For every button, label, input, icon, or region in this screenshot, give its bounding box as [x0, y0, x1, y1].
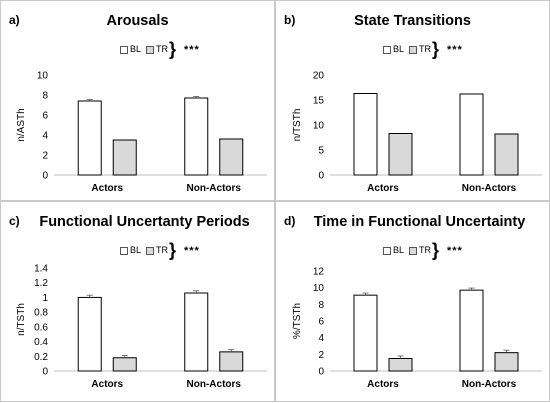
y-tick-label: 10: [37, 71, 49, 82]
chart-panel-time-in-functional-uncertainty: d) Time in Functional Uncertainty BL TR …: [275, 201, 550, 402]
y-tick-label: 2: [318, 350, 324, 361]
y-tick-label: 6: [42, 111, 48, 122]
y-axis-label: n/ASTh: [16, 108, 27, 141]
x-tick-label: Actors: [367, 379, 399, 390]
bar-tr-non-actors: [219, 138, 244, 176]
legend-label-tr: TR: [156, 245, 168, 255]
bar-tr-actors: [388, 133, 413, 176]
x-tick-label: Actors: [91, 183, 123, 194]
bar-plot: 0 2 4 6 8 10 12 %/TSTh Actors Non-Actors: [292, 267, 542, 390]
legend-label-tr: TR: [156, 44, 168, 54]
x-tick-label: Actors: [91, 379, 123, 390]
legend-swatch-tr: [146, 247, 154, 255]
legend-label-bl: BL: [393, 44, 405, 54]
chart-panel-functional-uncertanty-periods: c) Functional Uncertanty Periods BL TR }…: [0, 201, 275, 402]
x-tick-label: Non-Actors: [462, 379, 517, 390]
y-tick-label: 1.4: [34, 264, 48, 275]
y-axis-label: n/TSTh: [16, 303, 27, 336]
bar-plot: 0 2 4 6 8 10 n/ASTh Actors Non-Actors: [16, 71, 267, 194]
y-tick-label: 0: [318, 367, 324, 378]
y-tick-label: 15: [313, 96, 325, 107]
significance-marker: ***: [447, 245, 463, 257]
bar-bl-non-actors: [459, 289, 484, 372]
y-tick-label: 12: [313, 267, 325, 278]
bar-tr-actors: [388, 358, 413, 372]
bar-bl-actors: [353, 93, 378, 176]
bar-tr-actors: [112, 139, 137, 176]
legend-label-tr: TR: [419, 245, 431, 255]
significance-brace: }: [432, 39, 440, 59]
bar-tr-non-actors: [494, 352, 519, 372]
y-tick-label: 8: [42, 91, 48, 102]
panel-label: b): [284, 13, 296, 27]
chart-title: State Transitions: [354, 13, 471, 29]
significance-marker: ***: [184, 245, 200, 257]
x-tick-label: Non-Actors: [187, 183, 242, 194]
legend-swatch-tr: [146, 46, 154, 54]
y-tick-label: 0.8: [34, 308, 48, 319]
significance-brace: }: [169, 39, 177, 59]
chart-panel-state-transitions: b) State Transitions BL TR } *** 0 5 10 15 2…: [275, 0, 550, 201]
chart-panel-arousals: a) Arousals BL TR } *** 0 2 4 6 8 10 n/ASTh Act…: [0, 0, 275, 201]
y-axis-label: n/TSTh: [292, 109, 303, 142]
chart-title: Arousals: [106, 13, 169, 29]
legend-label-bl: BL: [130, 245, 142, 255]
bar-plot: 0 5 10 15 20 n/TSTh Actors Non-Actors: [292, 71, 542, 194]
bar-bl-actors: [353, 294, 378, 372]
legend-swatch-bl: [383, 46, 391, 54]
y-tick-label: 20: [313, 71, 325, 82]
bar-tr-actors: [112, 357, 137, 372]
bar-bl-actors: [77, 296, 102, 372]
legend-label-bl: BL: [130, 44, 142, 54]
y-tick-label: 8: [318, 300, 324, 311]
legend-swatch-bl: [120, 247, 128, 255]
legend-swatch-tr: [409, 247, 417, 255]
panel-label: c): [9, 214, 20, 228]
y-tick-label: 0: [42, 171, 48, 182]
bar-bl-non-actors: [184, 97, 209, 176]
y-tick-label: 4: [318, 333, 324, 344]
bar-bl-non-actors: [459, 93, 484, 176]
y-tick-label: 0: [42, 367, 48, 378]
bar-bl-actors: [77, 100, 102, 176]
y-tick-label: 0.6: [34, 322, 48, 333]
significance-brace: }: [169, 240, 177, 260]
legend-swatch-bl: [383, 247, 391, 255]
bar-plot: 0 0.2 0.4 0.6 0.8 1 1.2 1.4 n/TSTh Actors Non-Acto…: [16, 264, 267, 390]
bar-tr-non-actors: [494, 133, 519, 176]
bar-bl-non-actors: [184, 292, 209, 372]
x-tick-label: Non-Actors: [187, 379, 242, 390]
panel-label: a): [9, 13, 20, 27]
y-tick-label: 10: [313, 121, 325, 132]
legend-label-bl: BL: [393, 245, 405, 255]
y-tick-label: 4: [42, 131, 48, 142]
chart-title: Functional Uncertanty Periods: [39, 214, 250, 230]
significance-marker: ***: [184, 44, 200, 56]
y-tick-label: 5: [318, 146, 324, 157]
y-axis-label: %/TSTh: [292, 303, 303, 339]
y-tick-label: 0.4: [34, 337, 48, 348]
x-tick-label: Non-Actors: [462, 183, 517, 194]
y-tick-label: 10: [313, 283, 325, 294]
y-tick-label: 1: [42, 293, 48, 304]
chart-title: Time in Functional Uncertainty: [313, 214, 526, 230]
significance-brace: }: [432, 240, 440, 260]
x-tick-label: Actors: [367, 183, 399, 194]
y-tick-label: 6: [318, 317, 324, 328]
legend-label-tr: TR: [419, 44, 431, 54]
legend-swatch-bl: [120, 46, 128, 54]
y-tick-label: 0.2: [34, 352, 48, 363]
panel-label: d): [284, 214, 296, 228]
bar-tr-non-actors: [219, 351, 244, 372]
y-tick-label: 2: [42, 151, 48, 162]
significance-marker: ***: [447, 44, 463, 56]
y-tick-label: 0: [318, 171, 324, 182]
legend-swatch-tr: [409, 46, 417, 54]
y-tick-label: 1.2: [34, 278, 48, 289]
